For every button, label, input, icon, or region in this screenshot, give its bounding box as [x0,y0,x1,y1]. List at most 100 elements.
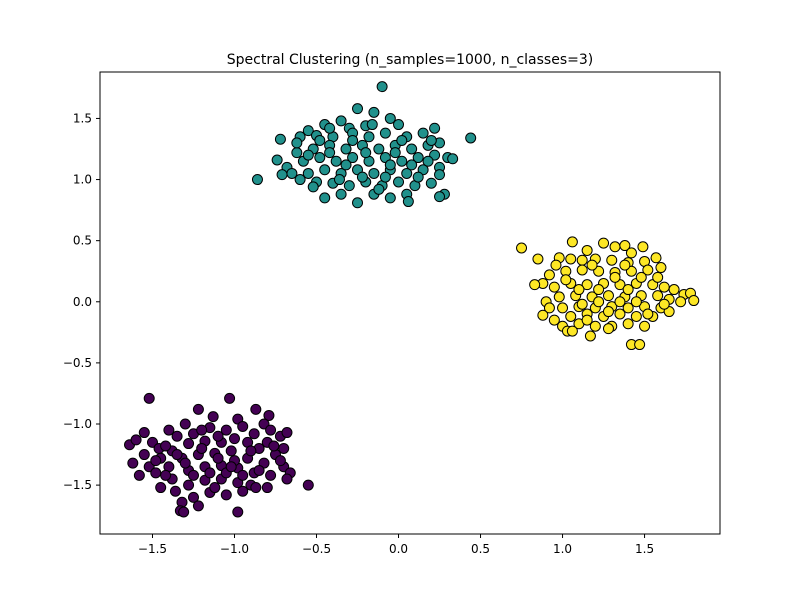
scatter-point [192,403,204,415]
scatter-point [529,279,541,291]
scatter-point [281,473,293,485]
scatter-point [232,506,244,518]
scatter-point [225,461,237,473]
scatter-point [294,174,306,186]
scatter-point [589,320,601,332]
scatter-point [302,149,314,161]
scatter-point [138,427,150,439]
scatter-point [384,192,396,204]
scatter-point [630,310,642,322]
scatter-point [565,310,577,322]
scatter-point [220,489,232,501]
scatter-point [401,167,413,179]
scatter-point [635,271,647,283]
scatter-point [658,298,670,310]
scatter-point [566,236,578,248]
scatter-point [237,469,249,481]
x-tick-label: −1.5 [138,542,167,556]
scatter-point [360,147,372,159]
scatter-point [422,155,434,167]
scatter-point [516,242,528,254]
scatter-point [393,176,405,188]
scatter-point [609,271,621,283]
scatter-point [642,308,654,320]
scatter-point [393,119,405,131]
scatter-point [576,298,588,310]
scatter-point [586,259,598,271]
scatter-point [425,134,437,146]
scatter-point [261,482,273,494]
scatter-point [543,269,555,281]
scatter-point [319,192,331,204]
scatter-point [602,323,614,335]
scatter-point [625,247,637,259]
x-tick-label: 0.5 [471,542,490,556]
scatter-point [138,449,150,461]
scatter-point [333,174,345,186]
scatter-point [291,137,303,149]
scatter-point [652,290,664,302]
scatter-point [619,240,631,252]
scatter-point [183,438,195,450]
scatter-point [573,284,585,296]
scatter-point [324,147,336,159]
scatter-point [245,445,257,457]
scatter-point [384,159,396,171]
scatter-point [368,167,380,179]
scatter-point [396,134,408,146]
scatter-point [143,392,155,404]
scatter-point [389,147,401,159]
scatter-point [602,306,614,318]
scatter-point [229,433,240,445]
scatter-point [163,424,175,436]
scatter-point [330,155,342,167]
chart-title: Spectral Clustering (n_samples=1000, n_c… [227,52,593,68]
scatter-point [155,482,167,494]
scatter-point [302,479,314,491]
scatter-point [637,241,649,253]
points-layer [124,81,700,518]
scatter-point [543,302,555,314]
scatter-point [602,290,614,302]
scatter-point [406,159,418,171]
scatter-point [630,296,642,308]
scatter-point [302,167,314,179]
scatter-point [160,440,172,452]
scatter-point [220,424,232,436]
x-tick-label: −0.5 [302,542,331,556]
scatter-point [565,253,577,265]
scatter-point [274,455,286,467]
scatter-point [368,106,380,118]
scatter-point [581,314,593,326]
scatter-point [209,482,221,494]
scatter-point [265,424,277,436]
scatter-point [204,467,216,479]
scatter-point [352,103,364,115]
scatter-point [207,411,219,423]
scatter-point [363,131,375,143]
scatter-point [425,177,437,189]
scatter-point [622,284,634,296]
y-tick-label: 1.5 [73,111,92,125]
scatter-point [566,325,578,337]
scatter-point [614,296,626,308]
scatter-point [373,183,385,195]
scatter-point [614,308,626,320]
scatter-point [265,469,277,481]
scatter-point [127,457,139,469]
scatter-point [250,482,262,494]
scatter-point [319,164,331,176]
scatter-point [675,296,687,308]
scatter-point [642,264,654,276]
scatter-point [366,119,378,131]
scatter-point [212,430,224,442]
scatter-point [314,134,326,146]
scatter-point [465,132,477,144]
scatter-point [324,122,336,134]
scatter-point [187,491,199,503]
scatter-point [434,169,446,181]
scatter-point [271,154,283,166]
scatter-point [196,424,208,436]
scatter-point [356,171,368,183]
